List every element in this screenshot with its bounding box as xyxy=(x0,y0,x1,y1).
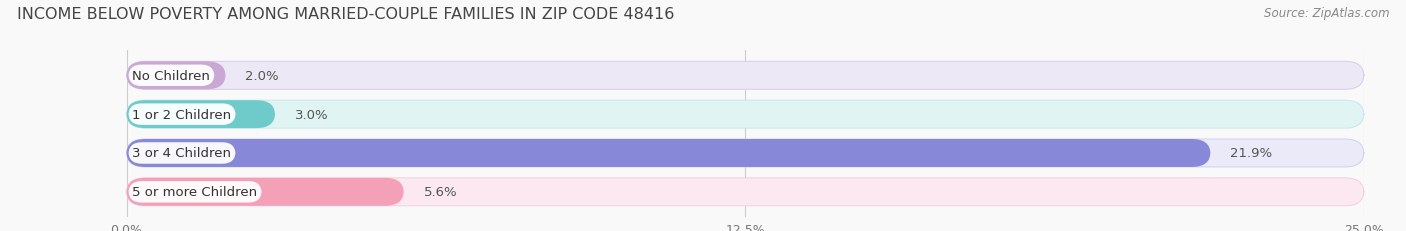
Text: 5.6%: 5.6% xyxy=(423,185,457,198)
FancyBboxPatch shape xyxy=(127,178,404,206)
FancyBboxPatch shape xyxy=(127,62,225,90)
Text: 5 or more Children: 5 or more Children xyxy=(132,185,257,198)
Text: No Children: No Children xyxy=(132,70,211,82)
Text: 2.0%: 2.0% xyxy=(245,70,278,82)
FancyBboxPatch shape xyxy=(127,178,1364,206)
FancyBboxPatch shape xyxy=(127,139,1211,167)
FancyBboxPatch shape xyxy=(127,101,276,129)
Text: 3 or 4 Children: 3 or 4 Children xyxy=(132,147,232,160)
FancyBboxPatch shape xyxy=(127,139,1364,167)
FancyBboxPatch shape xyxy=(127,101,1364,129)
FancyBboxPatch shape xyxy=(127,62,1364,90)
Text: INCOME BELOW POVERTY AMONG MARRIED-COUPLE FAMILIES IN ZIP CODE 48416: INCOME BELOW POVERTY AMONG MARRIED-COUPL… xyxy=(17,7,675,22)
Text: 3.0%: 3.0% xyxy=(295,108,329,121)
Text: Source: ZipAtlas.com: Source: ZipAtlas.com xyxy=(1264,7,1389,20)
Text: 21.9%: 21.9% xyxy=(1230,147,1272,160)
Text: 1 or 2 Children: 1 or 2 Children xyxy=(132,108,232,121)
